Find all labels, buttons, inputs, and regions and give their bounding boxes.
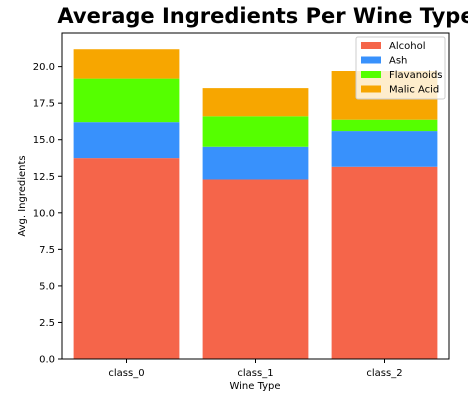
x-axis-label: Wine Type: [229, 381, 280, 392]
y-tick-label: 5.0: [39, 281, 55, 292]
y-tick-label: 12.5: [33, 172, 55, 183]
y-axis-ticks: 0.0 2.5 5.0 7.5 10.0 12.5 15.0 17.5 20.0: [33, 62, 62, 366]
y-tick-label: 7.5: [39, 245, 55, 256]
y-tick-label: 2.5: [39, 318, 55, 329]
bar-class_1-alcohol: [202, 179, 309, 359]
bars-group: [73, 49, 438, 359]
y-axis-label: Avg. Ingredients: [17, 155, 28, 236]
bar-class_1-malic-acid: [202, 88, 309, 117]
bar-class_0-malic-acid: [73, 49, 180, 79]
y-tick-label: 10.0: [33, 208, 55, 219]
legend-frame: [355, 36, 446, 100]
bar-class_1-ash: [202, 146, 309, 180]
legend: Alcohol Ash Flavanoids Malic Acid: [355, 36, 446, 100]
legend-label-alcohol: Alcohol: [389, 41, 425, 52]
x-tick-label: class_0: [108, 368, 144, 379]
y-tick-label: 17.5: [33, 99, 55, 110]
legend-swatch-malic-acid: [361, 85, 381, 93]
y-tick-label: 20.0: [33, 62, 55, 73]
x-axis-ticks: class_0 class_1 class_2: [108, 359, 403, 379]
bar-class_0-alcohol: [73, 158, 180, 359]
bar-class_1-flavanoids: [202, 116, 309, 147]
legend-swatch-flavanoids: [361, 71, 381, 78]
legend-label-ash: Ash: [389, 56, 407, 67]
bar-class_0-flavanoids: [73, 78, 180, 123]
bar-class_2-ash: [331, 131, 438, 167]
legend-label-flavanoids: Flavanoids: [389, 70, 443, 81]
y-tick-label: 0.0: [39, 355, 55, 366]
x-tick-label: class_1: [237, 368, 273, 379]
legend-label-malic-acid: Malic Acid: [389, 85, 439, 96]
legend-swatch-ash: [361, 56, 381, 64]
legend-swatch-alcohol: [361, 42, 381, 49]
bar-class_2-flavanoids: [331, 119, 438, 132]
bar-class_0-ash: [73, 122, 180, 159]
y-tick-label: 15.0: [33, 135, 55, 146]
chart-title: Average Ingredients Per Wine Type: [57, 4, 468, 28]
bar-class_2-alcohol: [331, 166, 438, 359]
x-tick-label: class_2: [366, 368, 402, 379]
